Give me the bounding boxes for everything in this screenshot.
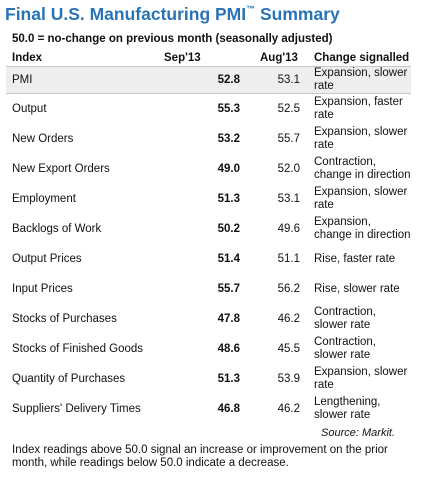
row-index-label: Backlogs of Work — [12, 222, 102, 235]
row-index-label: Output — [12, 102, 47, 115]
row-change-signalled: Rise, faster rate — [314, 252, 396, 265]
row-current-value: 51.3 — [217, 372, 240, 385]
row-previous-value: 45.5 — [277, 342, 300, 355]
table-row: New Orders 53.2 55.7 Expansion, slower r… — [6, 124, 411, 154]
row-index-label: Employment — [12, 192, 76, 205]
row-previous-value: 46.2 — [277, 402, 300, 415]
row-change-signalled: Expansion, faster rate — [314, 96, 403, 121]
row-current-value: 46.8 — [217, 402, 240, 415]
table-header-row: Index Sep'13 Aug'13 Change signalled — [6, 50, 411, 67]
table-row: Stocks of Purchases 47.8 46.2 Contractio… — [6, 304, 411, 334]
table-body: PMI 52.8 53.1 Expansion, slower rate Out… — [6, 66, 411, 425]
row-current-value: 47.8 — [217, 312, 240, 325]
row-change-signalled: Expansion, slower rate — [314, 66, 411, 94]
row-index-label: New Export Orders — [12, 162, 110, 175]
column-header-index: Index — [6, 50, 164, 67]
row-change-signalled: Expansion, slower rate — [314, 186, 408, 211]
table-row: Stocks of Finished Goods 48.6 45.5 Contr… — [6, 334, 411, 364]
table-row: Input Prices 55.7 56.2 Rise, slower rate — [6, 274, 411, 304]
footnote: Index readings above 50.0 signal an incr… — [12, 444, 388, 469]
page-title: Final U.S. Manufacturing PMI™ Summary — [5, 4, 340, 25]
column-header-change: Change signalled — [314, 50, 411, 67]
row-change-signalled: Expansion, slower rate — [314, 366, 408, 391]
row-current-value: 52.8 — [164, 66, 260, 94]
row-index-label: PMI — [6, 66, 164, 94]
row-index-label: Suppliers' Delivery Times — [12, 402, 141, 415]
row-change-signalled: Contraction, change in direction — [314, 156, 411, 181]
row-change-signalled: Expansion, change in direction — [314, 216, 411, 241]
table-subtitle: 50.0 = no-change on previous month (seas… — [12, 33, 333, 45]
row-change-signalled: Expansion, slower rate — [314, 126, 408, 151]
row-previous-value: 46.2 — [277, 312, 300, 325]
table-row: Output 55.3 52.5 Expansion, faster rate — [6, 94, 411, 125]
row-current-value: 51.4 — [217, 252, 240, 265]
row-index-label: New Orders — [12, 132, 74, 145]
row-current-value: 49.0 — [217, 162, 240, 175]
table-row: New Export Orders 49.0 52.0 Contraction,… — [6, 154, 411, 184]
row-previous-value: 53.1 — [260, 66, 314, 94]
row-current-value: 53.2 — [217, 132, 240, 145]
row-index-label: Stocks of Finished Goods — [12, 342, 144, 355]
row-previous-value: 53.1 — [277, 192, 300, 205]
row-current-value: 51.3 — [217, 192, 240, 205]
row-previous-value: 53.9 — [277, 372, 300, 385]
table-row: Quantity of Purchases 51.3 53.9 Expansio… — [6, 364, 411, 394]
row-previous-value: 52.0 — [277, 162, 300, 175]
title-suffix: Summary — [260, 4, 340, 24]
row-previous-value: 51.1 — [277, 252, 300, 265]
table-row: Employment 51.3 53.1 Expansion, slower r… — [6, 184, 411, 214]
source-credit: Source: Markit. — [321, 427, 395, 439]
row-change-signalled: Contraction, slower rate — [314, 306, 377, 331]
row-index-label: Output Prices — [12, 252, 82, 265]
row-index-label: Stocks of Purchases — [12, 312, 117, 325]
pmi-summary-table: Index Sep'13 Aug'13 Change signalled PMI… — [6, 50, 411, 424]
row-current-value: 55.3 — [217, 102, 240, 115]
table-row: Backlogs of Work 50.2 49.6 Expansion, ch… — [6, 214, 411, 244]
row-previous-value: 56.2 — [277, 282, 300, 295]
row-previous-value: 52.5 — [277, 102, 300, 115]
row-previous-value: 55.7 — [277, 132, 300, 145]
table-row: Suppliers' Delivery Times 46.8 46.2 Leng… — [6, 394, 411, 424]
trademark-symbol: ™ — [246, 4, 256, 14]
row-current-value: 55.7 — [217, 282, 240, 295]
column-header-previous: Aug'13 — [260, 50, 314, 67]
row-current-value: 50.2 — [217, 222, 240, 235]
column-header-current: Sep'13 — [164, 50, 260, 67]
title-text: Final U.S. Manufacturing PMI — [5, 4, 247, 24]
row-index-label: Quantity of Purchases — [12, 372, 126, 385]
row-index-label: Input Prices — [12, 282, 73, 295]
table-row-pmi: PMI 52.8 53.1 Expansion, slower rate — [6, 66, 411, 94]
row-change-signalled: Lengthening, slower rate — [314, 396, 381, 421]
row-change-signalled: Contraction, slower rate — [314, 336, 377, 361]
row-change-signalled: Rise, slower rate — [314, 282, 400, 295]
row-previous-value: 49.6 — [277, 222, 300, 235]
row-current-value: 48.6 — [217, 342, 240, 355]
table-row: Output Prices 51.4 51.1 Rise, faster rat… — [6, 244, 411, 274]
